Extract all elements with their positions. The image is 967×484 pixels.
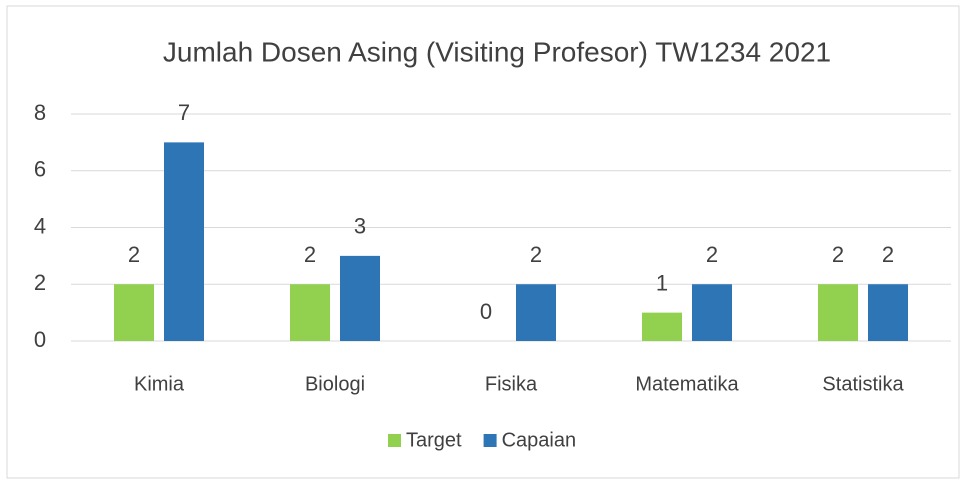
data-label: 0	[480, 299, 492, 324]
bar	[516, 284, 556, 341]
bar	[290, 284, 330, 341]
legend-swatch	[388, 434, 401, 447]
data-label: 2	[882, 242, 894, 267]
x-tick-label: Kimia	[134, 373, 185, 395]
legend-label: Capaian	[502, 429, 577, 451]
x-tick-label: Fisika	[485, 373, 538, 395]
x-tick-label: Biologi	[305, 373, 365, 395]
chart-title: Jumlah Dosen Asing (Visiting Profesor) T…	[163, 36, 831, 67]
y-tick-label: 2	[34, 270, 46, 295]
data-label: 2	[128, 242, 140, 267]
bar	[692, 284, 732, 341]
data-label: 2	[304, 242, 316, 267]
legend-swatch	[483, 434, 497, 447]
data-label: 2	[530, 242, 542, 267]
y-tick-label: 0	[34, 327, 46, 352]
chart-border	[6, 5, 960, 479]
x-tick-label: Statistika	[822, 373, 904, 395]
bar	[642, 312, 682, 341]
y-tick-label: 8	[34, 100, 46, 125]
data-label: 3	[354, 214, 366, 239]
bar	[164, 142, 204, 341]
data-label: 2	[832, 242, 844, 267]
data-label: 7	[178, 100, 190, 125]
bar	[868, 284, 908, 341]
data-label: 2	[706, 242, 718, 267]
x-tick-label: Matematika	[635, 373, 739, 395]
y-tick-label: 6	[34, 157, 46, 182]
bar	[114, 284, 154, 341]
y-tick-label: 4	[34, 213, 46, 238]
data-label: 1	[656, 270, 668, 295]
bar	[340, 255, 380, 341]
bar	[818, 284, 858, 341]
legend-label: Target	[406, 429, 462, 451]
